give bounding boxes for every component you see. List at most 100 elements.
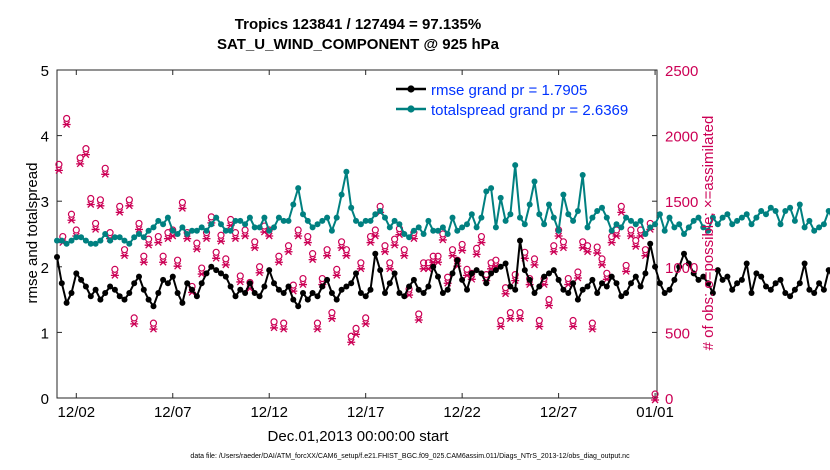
obs-possible-marker <box>419 259 428 267</box>
rmse-point <box>565 290 572 296</box>
rmse-point <box>435 273 441 280</box>
spread-point <box>599 204 605 211</box>
rmse-point <box>772 280 779 287</box>
obs-assimilated-marker <box>352 330 361 338</box>
spread-point <box>473 224 480 231</box>
spread-point <box>623 214 630 221</box>
obs-possible-marker <box>362 314 370 322</box>
rmse-point <box>608 273 615 280</box>
obs-count-point <box>380 242 389 256</box>
obs-possible-marker <box>448 246 457 254</box>
obs-possible-marker <box>506 309 514 317</box>
obs-assimilated-marker <box>101 170 110 178</box>
rmse-point <box>266 267 273 274</box>
spread-point <box>796 201 803 208</box>
spread-point <box>261 214 268 221</box>
spread-point <box>782 208 789 214</box>
spread-point <box>295 185 302 192</box>
obs-assimilated-marker <box>434 258 443 266</box>
spread-point <box>111 234 118 241</box>
obs-count-point <box>438 230 447 244</box>
obs-assimilated-marker <box>472 250 481 258</box>
spread-point <box>290 201 297 208</box>
legend-box <box>390 76 656 121</box>
spread-point <box>497 194 504 201</box>
rmse-point <box>594 290 601 296</box>
obs-possible-marker <box>564 274 572 283</box>
chart-title: Tropics 123841 / 127494 = 97.135% <box>235 16 481 33</box>
spread-point <box>150 224 157 231</box>
y-axis-label-right: # of obs: o=possible; ×=assimilated <box>700 116 717 351</box>
rmse-point <box>222 273 229 280</box>
obs-possible-marker <box>337 238 346 246</box>
obs-count-point <box>361 314 370 328</box>
rmse-point <box>382 290 388 296</box>
rmse-point <box>719 276 726 283</box>
spread-point <box>512 162 519 169</box>
rmse-point <box>502 260 509 267</box>
obs-possible-marker <box>574 268 582 276</box>
spread-point <box>574 208 581 214</box>
rmse-point <box>396 290 403 296</box>
spread-point <box>338 191 345 198</box>
spread-point <box>73 234 80 241</box>
rmse-point <box>536 283 543 290</box>
obs-count-point <box>535 316 544 330</box>
obs-possible-marker <box>627 226 635 234</box>
spread-point <box>690 217 697 224</box>
obs-count-point <box>651 390 660 404</box>
obs-count-point <box>588 319 597 333</box>
rmse-point <box>531 290 538 296</box>
obs-count-point <box>86 194 95 208</box>
rmse-point <box>488 270 495 277</box>
rmse-point <box>618 293 625 300</box>
obs-count-point <box>298 274 307 289</box>
obs-possible-marker <box>545 295 553 304</box>
obs-assimilated-marker <box>86 201 95 208</box>
obs-assimilated-marker <box>438 236 447 244</box>
spread-point <box>550 214 557 221</box>
y-tick-label-right: 1500 <box>665 194 698 211</box>
spread-point <box>410 227 417 234</box>
spread-point <box>724 211 731 218</box>
rmse-point <box>613 280 620 287</box>
obs-assimilated-marker <box>192 245 201 253</box>
rmse-point <box>54 254 60 260</box>
obs-possible-marker <box>193 239 201 247</box>
spread-point <box>767 204 774 211</box>
spread-point <box>521 221 528 228</box>
obs-assimilated-marker <box>67 216 76 224</box>
spread-point <box>483 188 490 195</box>
obs-possible-marker <box>622 261 630 270</box>
obs-possible-marker <box>511 271 519 279</box>
spread-point <box>420 231 427 237</box>
spread-point <box>78 234 85 241</box>
obs-assimilated-marker <box>327 315 336 323</box>
rmse-point <box>126 290 133 296</box>
rmse-point <box>478 270 485 277</box>
rmse-point <box>656 280 663 287</box>
spread-point <box>386 224 393 231</box>
rmse-point <box>372 250 379 257</box>
obs-assimilated-marker <box>588 325 597 333</box>
obs-count-point <box>622 261 631 275</box>
rmse-point <box>806 286 813 293</box>
rmse-point <box>179 299 186 306</box>
spread-point <box>271 224 277 231</box>
spread-point <box>652 221 659 228</box>
obs-possible-marker <box>91 219 100 228</box>
obs-count-point <box>569 316 578 330</box>
rmse-point <box>560 286 567 293</box>
spread-point <box>304 217 311 224</box>
spread-point <box>488 185 495 192</box>
obs-count-point <box>332 265 341 279</box>
obs-possible-marker <box>651 390 659 398</box>
obs-assimilated-marker <box>308 256 317 264</box>
obs-possible-marker <box>154 232 162 241</box>
spread-point <box>116 234 123 241</box>
rmse-point <box>410 276 417 283</box>
rmse-point <box>492 267 499 274</box>
obs-assimilated-marker <box>626 232 635 240</box>
obs-possible-marker <box>535 316 543 325</box>
obs-count-point <box>356 259 365 273</box>
